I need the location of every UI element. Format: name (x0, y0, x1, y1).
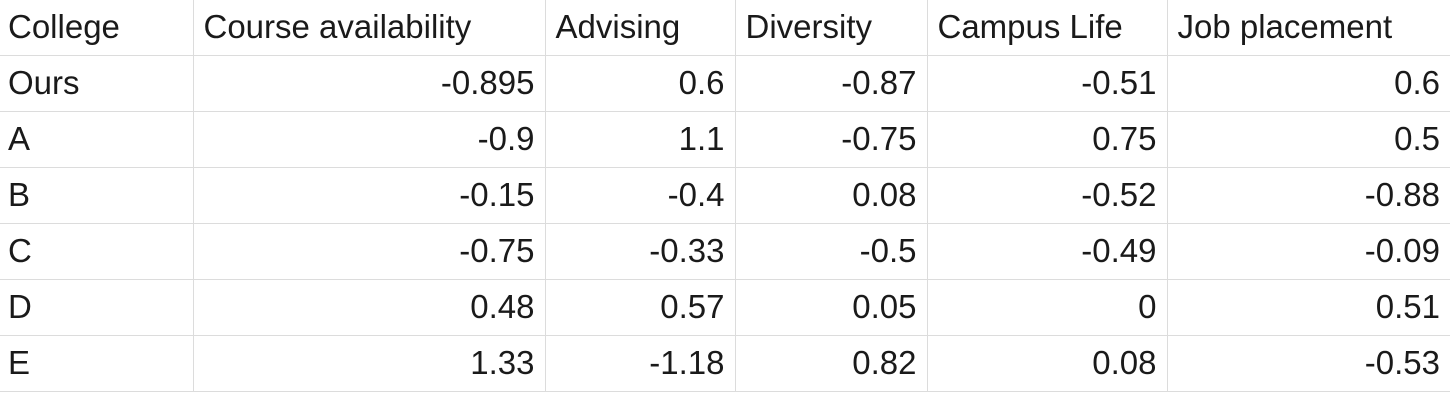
table-row: B -0.15 -0.4 0.08 -0.52 -0.88 (0, 167, 1450, 224)
table-row: E 1.33 -1.18 0.82 0.08 -0.53 (0, 335, 1450, 392)
diversity-cell[interactable]: 0.82 (735, 335, 928, 392)
job-placement-cell[interactable]: 0.51 (1167, 279, 1450, 336)
advising-cell[interactable]: 0.6 (545, 55, 736, 112)
advising-cell[interactable]: 0.57 (545, 279, 736, 336)
diversity-cell[interactable]: -0.5 (735, 223, 928, 280)
table-row: C -0.75 -0.33 -0.5 -0.49 -0.09 (0, 223, 1450, 280)
header-cell-college[interactable]: College (0, 0, 194, 56)
job-placement-cell[interactable]: -0.53 (1167, 335, 1450, 392)
diversity-cell[interactable]: 0.05 (735, 279, 928, 336)
college-cell[interactable]: A (0, 111, 194, 168)
advising-cell[interactable]: -1.18 (545, 335, 736, 392)
job-placement-cell[interactable]: 0.5 (1167, 111, 1450, 168)
table-row: D 0.48 0.57 0.05 0 0.51 (0, 279, 1450, 336)
table-row: Ours -0.895 0.6 -0.87 -0.51 0.6 (0, 55, 1450, 112)
job-placement-cell[interactable]: -0.88 (1167, 167, 1450, 224)
header-cell-course-availability[interactable]: Course availability (193, 0, 546, 56)
header-cell-diversity[interactable]: Diversity (735, 0, 928, 56)
table-row: A -0.9 1.1 -0.75 0.75 0.5 (0, 111, 1450, 168)
course-availability-cell[interactable]: -0.75 (193, 223, 546, 280)
campus-life-cell[interactable]: -0.51 (927, 55, 1168, 112)
course-availability-cell[interactable]: 1.33 (193, 335, 546, 392)
header-cell-job-placement[interactable]: Job placement (1167, 0, 1450, 56)
diversity-cell[interactable]: -0.75 (735, 111, 928, 168)
advising-cell[interactable]: -0.33 (545, 223, 736, 280)
college-cell[interactable]: D (0, 279, 194, 336)
course-availability-cell[interactable]: 0.48 (193, 279, 546, 336)
college-cell[interactable]: C (0, 223, 194, 280)
campus-life-cell[interactable]: 0 (927, 279, 1168, 336)
college-cell[interactable]: Ours (0, 55, 194, 112)
campus-life-cell[interactable]: -0.52 (927, 167, 1168, 224)
advising-cell[interactable]: 1.1 (545, 111, 736, 168)
job-placement-cell[interactable]: 0.6 (1167, 55, 1450, 112)
job-placement-cell[interactable]: -0.09 (1167, 223, 1450, 280)
course-availability-cell[interactable]: -0.895 (193, 55, 546, 112)
course-availability-cell[interactable]: -0.15 (193, 167, 546, 224)
campus-life-cell[interactable]: 0.75 (927, 111, 1168, 168)
header-row: College Course availability Advising Div… (0, 0, 1450, 56)
college-cell[interactable]: E (0, 335, 194, 392)
campus-life-cell[interactable]: 0.08 (927, 335, 1168, 392)
diversity-cell[interactable]: -0.87 (735, 55, 928, 112)
header-cell-campus-life[interactable]: Campus Life (927, 0, 1168, 56)
college-cell[interactable]: B (0, 167, 194, 224)
course-availability-cell[interactable]: -0.9 (193, 111, 546, 168)
campus-life-cell[interactable]: -0.49 (927, 223, 1168, 280)
advising-cell[interactable]: -0.4 (545, 167, 736, 224)
header-cell-advising[interactable]: Advising (545, 0, 736, 56)
diversity-cell[interactable]: 0.08 (735, 167, 928, 224)
